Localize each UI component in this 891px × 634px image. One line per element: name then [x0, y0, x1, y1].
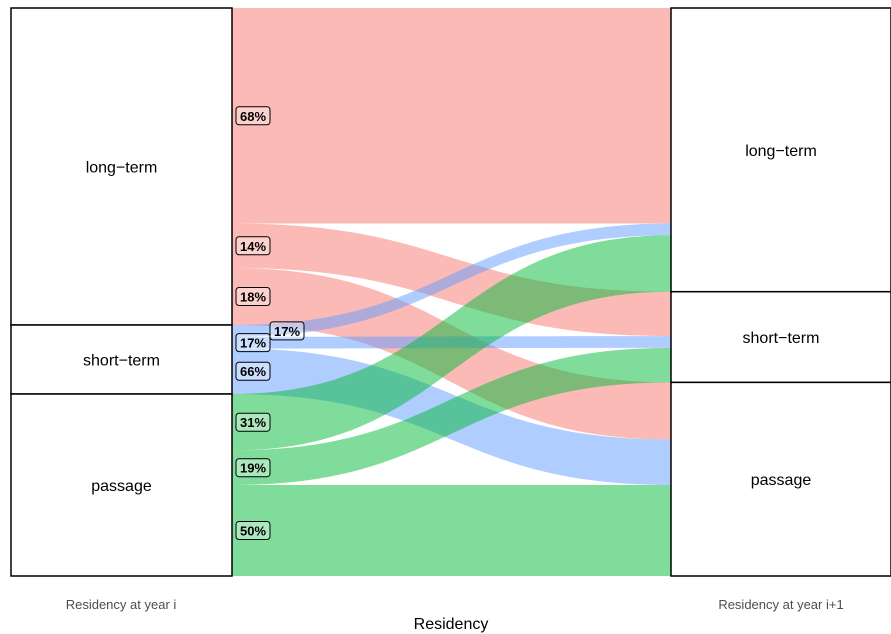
- stratum-label-right-1: short−term: [743, 330, 820, 347]
- flows-layer: [232, 8, 671, 576]
- flow-0: [232, 8, 671, 224]
- svg-text:68%: 68%: [240, 109, 266, 124]
- stratum-label-right-0: long−term: [745, 143, 817, 160]
- flow-pct-label-2: 18%: [235, 286, 271, 306]
- flow-pct-label-6: 31%: [235, 412, 271, 432]
- axis-caption-left: Residency at year i: [66, 597, 177, 612]
- x-axis-title: Residency: [414, 616, 489, 633]
- flow-7: [232, 347, 671, 485]
- stratum-right-2: [670, 381, 891, 577]
- flow-pct-label-8: 50%: [235, 521, 271, 540]
- stratum-right-0: [670, 7, 891, 293]
- stratum-left-2: [10, 393, 233, 577]
- strata-layer: long−term long−term short−term short−term pa…: [10, 7, 891, 577]
- flow-pct-label-0: 68%: [235, 106, 271, 126]
- flow-pct-label-5: 66%: [235, 361, 271, 381]
- flow-8: [232, 485, 671, 576]
- svg-text:14%: 14%: [240, 239, 266, 254]
- stratum-right-1: [670, 290, 891, 384]
- svg-text:50%: 50%: [240, 524, 266, 539]
- svg-text:19%: 19%: [240, 461, 266, 476]
- stratum-label-left-0: long−term: [86, 160, 158, 177]
- svg-text:17%: 17%: [274, 324, 300, 339]
- axis-caption-right: Residency at year i+1: [718, 597, 843, 612]
- svg-text:18%: 18%: [240, 289, 266, 304]
- labels-layer: 68% 14% 18% 17% 17% 66% 31% 19% 50%: [235, 106, 305, 540]
- flow-6: [232, 235, 671, 451]
- stratum-label-left-1: short−term: [83, 353, 160, 370]
- flow-pct-label-4: 17%: [235, 333, 271, 353]
- stratum-label-right-2: passage: [751, 472, 812, 489]
- flow-3: [232, 223, 671, 337]
- flow-pct-label-3: 17%: [269, 321, 305, 341]
- svg-text:31%: 31%: [240, 415, 266, 430]
- stratum-label-left-2: passage: [91, 478, 152, 495]
- svg-text:66%: 66%: [240, 364, 266, 379]
- flow-pct-label-7: 19%: [235, 458, 271, 478]
- flow-pct-label-1: 14%: [235, 236, 271, 256]
- svg-text:17%: 17%: [240, 336, 266, 351]
